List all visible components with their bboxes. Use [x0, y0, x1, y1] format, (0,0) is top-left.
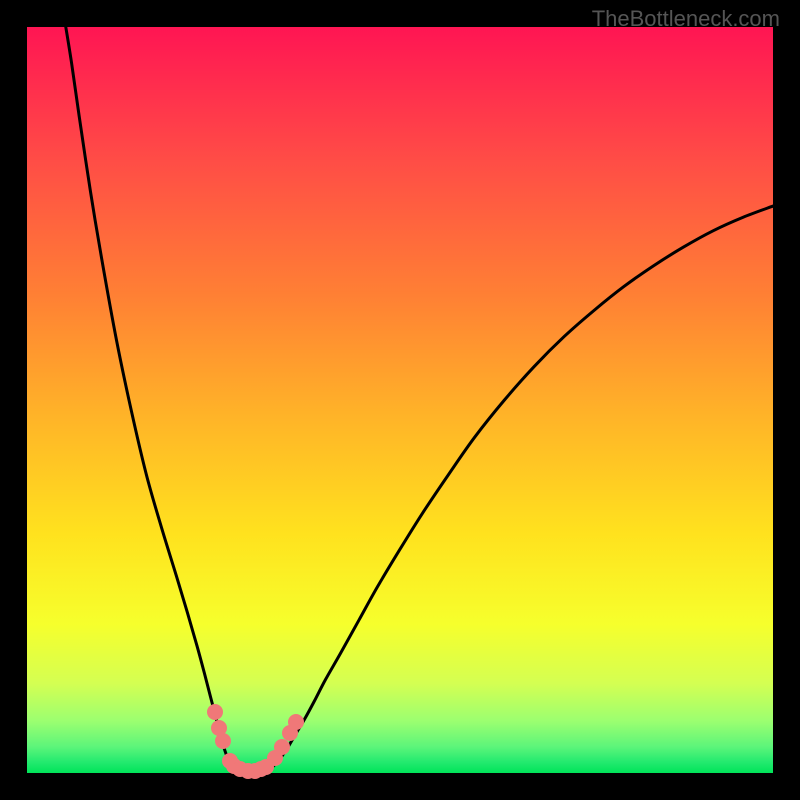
chart-canvas: TheBottleneck.com [0, 0, 800, 800]
watermark-text: TheBottleneck.com [592, 6, 780, 32]
bottleneck-curve [66, 27, 773, 773]
chart-marker [274, 739, 290, 755]
chart-marker [288, 714, 304, 730]
curve-layer [0, 0, 800, 800]
chart-marker [207, 704, 223, 720]
chart-marker [215, 733, 231, 749]
